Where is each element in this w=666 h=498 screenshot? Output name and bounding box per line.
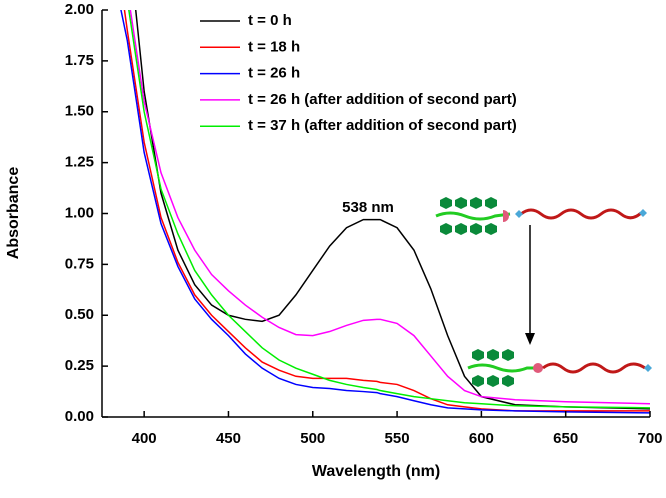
series-line [128, 10, 650, 409]
x-tick-label: 700 [637, 430, 662, 447]
y-tick-label: 1.00 [65, 204, 94, 221]
x-tick-label: 400 [132, 430, 157, 447]
x-tick-label: 650 [553, 430, 578, 447]
legend-label: t = 18 h [248, 38, 300, 55]
x-tick-label: 450 [216, 430, 241, 447]
annotation: 538 nm [342, 199, 394, 216]
y-axis-title: Absorbance [5, 167, 22, 260]
y-tick-label: 2.00 [65, 1, 94, 18]
y-tick-label: 0.50 [65, 306, 94, 323]
y-tick-label: 1.25 [65, 154, 94, 171]
plot-area [120, 10, 650, 414]
y-tick-label: 1.50 [65, 103, 94, 120]
x-tick-label: 550 [385, 430, 410, 447]
series-line [123, 10, 650, 412]
legend-label: t = 26 h [248, 65, 300, 82]
x-axis-title: Wavelength (nm) [312, 463, 440, 480]
series-line [120, 10, 650, 414]
inset-scheme [435, 197, 652, 387]
series-line [129, 10, 650, 405]
y-tick-label: 0.00 [65, 408, 94, 425]
y-tick-label: 0.75 [65, 255, 94, 272]
series-line [134, 10, 650, 410]
legend-label: t = 26 h (after addition of second part) [248, 91, 517, 108]
legend-label: t = 37 h (after addition of second part) [248, 117, 517, 134]
y-tick-label: 0.25 [65, 357, 94, 374]
x-tick-label: 500 [300, 430, 325, 447]
y-tick-label: 1.75 [65, 52, 94, 69]
x-tick-label: 600 [469, 430, 494, 447]
legend-label: t = 0 h [248, 12, 292, 29]
